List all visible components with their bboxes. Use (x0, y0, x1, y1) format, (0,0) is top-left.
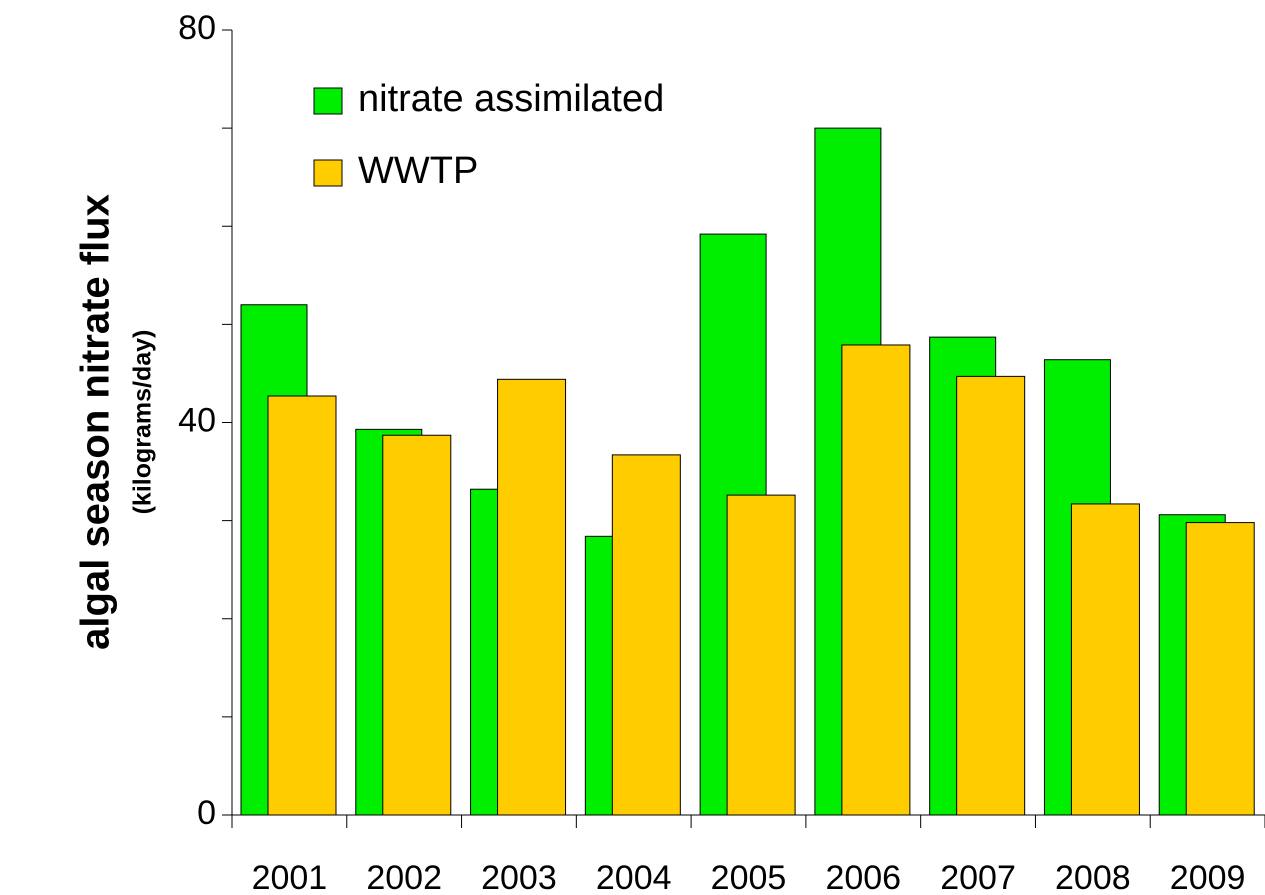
legend-label: WWTP (358, 150, 478, 192)
x-tick-label: 2004 (596, 859, 672, 895)
x-tick-label: 2003 (481, 859, 557, 895)
bar (382, 434, 452, 816)
x-tick-label: 2008 (1055, 859, 1131, 895)
x-tick-label: 2005 (711, 859, 787, 895)
bar (1185, 522, 1255, 816)
bar (267, 395, 337, 816)
y-axis-title: algal season nitrate flux (74, 194, 118, 650)
y-tick-label: 0 (197, 794, 216, 832)
y-axis-title-group: algal season nitrate flux (kilograms/day… (74, 194, 157, 650)
bar (1070, 503, 1140, 816)
x-tick-label: 2006 (825, 859, 901, 895)
bar (497, 378, 567, 816)
legend-label: nitrate assimilated (358, 78, 664, 120)
legend-swatch (313, 87, 343, 115)
bar (611, 454, 681, 816)
bar (956, 375, 1026, 816)
bar (726, 494, 796, 816)
x-tick-label: 2009 (1170, 859, 1246, 895)
x-tick-label: 2007 (940, 859, 1016, 895)
x-tick-label: 2002 (366, 859, 442, 895)
y-tick-label: 80 (178, 9, 216, 47)
y-tick-label: 40 (178, 401, 216, 439)
y-axis-subtitle: (kilograms/day) (129, 330, 157, 515)
bar (841, 344, 911, 816)
x-tick-label: 2001 (252, 859, 328, 895)
legend-swatch (313, 159, 343, 187)
